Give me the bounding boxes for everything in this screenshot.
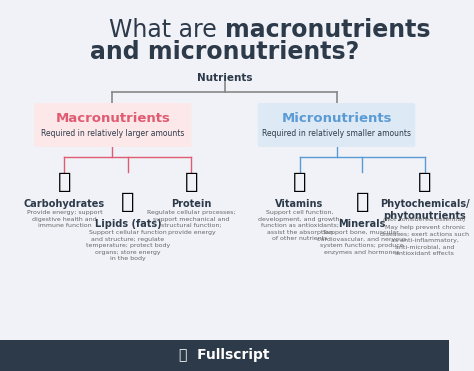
FancyBboxPatch shape (34, 103, 191, 147)
Text: 🧅: 🧅 (418, 172, 431, 192)
Text: macronutrients: macronutrients (225, 18, 430, 42)
Text: May help prevent chronic
diseases; exert actions such
as anti-inflammatory,
anti: May help prevent chronic diseases; exert… (380, 225, 469, 256)
Text: 🍊: 🍊 (293, 172, 306, 192)
Text: Regulate cellular processes;
support mechanical and
structural function;
provide: Regulate cellular processes; support mec… (147, 210, 236, 235)
Text: Provide energy; support
digestive health and
immune function: Provide energy; support digestive health… (27, 210, 102, 228)
Text: Minerals: Minerals (338, 219, 386, 229)
Text: Nutrients: Nutrients (197, 73, 253, 83)
Bar (0, 340, 449, 371)
Text: Macronutrients: Macronutrients (55, 112, 170, 125)
Text: 🍌: 🍌 (58, 172, 71, 192)
Text: (Not considered essential): (Not considered essential) (383, 217, 466, 222)
Text: Required in relatively larger amounts: Required in relatively larger amounts (41, 128, 184, 138)
Text: 🍶: 🍶 (121, 192, 135, 212)
Text: Required in relatively smaller amounts: Required in relatively smaller amounts (262, 128, 411, 138)
FancyBboxPatch shape (258, 103, 415, 147)
Text: Phytochemicals/
phytonutrients: Phytochemicals/ phytonutrients (380, 199, 470, 221)
Text: Support bone, muscular,
cardiovascular, and nervous
system functions; produce
en: Support bone, muscular, cardiovascular, … (318, 230, 407, 255)
Text: 🌿  Fullscript: 🌿 Fullscript (180, 348, 270, 362)
Text: Vitamins: Vitamins (275, 199, 324, 209)
Text: Support cellular function
and structure; regulate
temperature; protect body
orga: Support cellular function and structure;… (86, 230, 170, 262)
Text: What are: What are (109, 18, 225, 42)
Text: 🍖: 🍖 (185, 172, 198, 192)
Text: Lipids (fats): Lipids (fats) (95, 219, 161, 229)
Text: Micronutrients: Micronutrients (281, 112, 392, 125)
Text: Support cell function,
development, and growth;
function as antioxidants;
assist: Support cell function, development, and … (258, 210, 341, 242)
Text: and micronutrients?: and micronutrients? (90, 40, 359, 64)
Text: Carbohydrates: Carbohydrates (24, 199, 105, 209)
Text: Protein: Protein (171, 199, 212, 209)
Text: 🌿: 🌿 (356, 192, 369, 212)
